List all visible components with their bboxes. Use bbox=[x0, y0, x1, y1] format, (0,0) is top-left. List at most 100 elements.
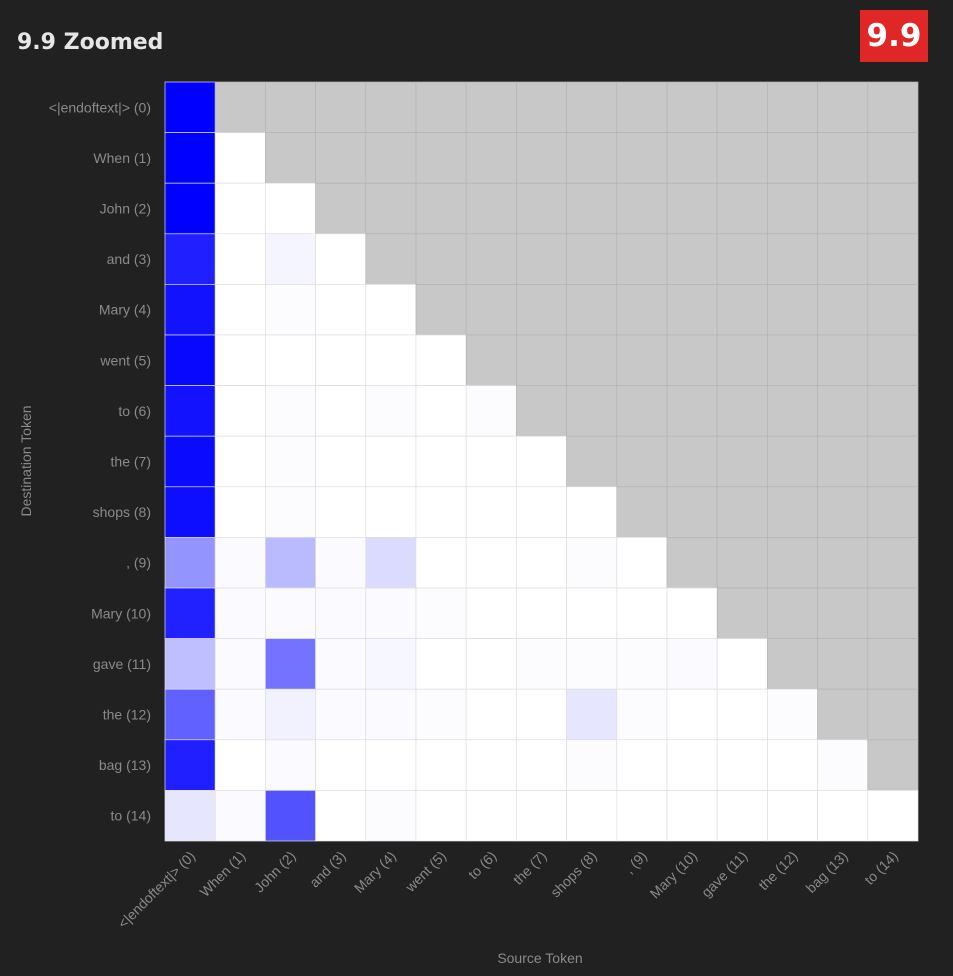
heatmap-cell bbox=[465, 587, 517, 639]
heatmap-cell bbox=[616, 486, 668, 538]
heatmap-cell bbox=[465, 81, 517, 133]
heatmap-cell bbox=[214, 688, 266, 741]
y-tick-label: gave (11) bbox=[93, 656, 151, 672]
heatmap-cell bbox=[365, 284, 417, 336]
heatmap-cell bbox=[164, 385, 216, 437]
heatmap-cell bbox=[365, 385, 417, 437]
heatmap-cell bbox=[666, 284, 718, 336]
heatmap-cell bbox=[415, 587, 467, 639]
heatmap-cell bbox=[164, 435, 216, 488]
heatmap-cell bbox=[516, 587, 567, 639]
heatmap-cell bbox=[516, 435, 567, 488]
heatmap-cell bbox=[365, 334, 417, 386]
heatmap-cell bbox=[867, 537, 919, 589]
heatmap-cell bbox=[516, 182, 567, 235]
heatmap-cell bbox=[666, 688, 718, 741]
heatmap-cell bbox=[666, 81, 718, 133]
heatmap-cell bbox=[415, 334, 467, 386]
x-tick-label: gave (11) bbox=[698, 848, 750, 900]
heatmap-cell bbox=[867, 587, 919, 639]
heatmap-cell bbox=[666, 739, 718, 791]
heatmap-cell bbox=[265, 486, 316, 538]
heatmap-cell bbox=[616, 81, 668, 133]
heatmap-cell bbox=[164, 739, 216, 791]
heatmap-cell bbox=[365, 182, 417, 235]
heatmap-cell bbox=[516, 233, 567, 285]
heatmap-cell bbox=[767, 435, 818, 488]
heatmap-cell bbox=[767, 790, 818, 842]
heatmap-cell bbox=[214, 334, 266, 386]
heatmap-cell bbox=[817, 486, 869, 538]
heatmap-cell bbox=[616, 638, 668, 690]
heatmap-cell bbox=[516, 81, 567, 133]
heatmap-cell bbox=[566, 334, 618, 386]
heatmap-cell bbox=[465, 739, 517, 791]
heatmap-cell bbox=[867, 790, 919, 842]
heatmap-cell bbox=[616, 790, 668, 842]
heatmap-cell bbox=[214, 132, 266, 184]
heatmap-cell bbox=[315, 486, 367, 538]
heatmap-cell bbox=[365, 688, 417, 741]
heatmap-cell bbox=[516, 486, 567, 538]
heatmap-cell bbox=[214, 81, 266, 133]
heatmap-cell bbox=[666, 435, 718, 488]
heatmap-cell bbox=[767, 132, 818, 184]
heatmap-cell bbox=[767, 688, 818, 741]
heatmap-cell bbox=[566, 638, 618, 690]
heatmap-cell bbox=[365, 233, 417, 285]
heatmap-cell bbox=[315, 81, 367, 133]
heatmap-cell bbox=[616, 688, 668, 741]
y-tick-label: Mary (10) bbox=[91, 605, 151, 621]
heatmap-cell bbox=[315, 182, 367, 235]
y-axis-label: Destination Token bbox=[18, 405, 34, 516]
heatmap-cell bbox=[666, 638, 718, 690]
heatmap-cell bbox=[566, 537, 618, 589]
heatmap-cell bbox=[214, 435, 266, 488]
heatmap-cell bbox=[666, 486, 718, 538]
x-tick-label: Mary (4) bbox=[351, 848, 399, 896]
heatmap-cell bbox=[315, 587, 367, 639]
heatmap-cell bbox=[164, 182, 216, 235]
heatmap-cell bbox=[415, 435, 467, 488]
heatmap-cell bbox=[666, 182, 718, 235]
heatmap-cell bbox=[716, 688, 768, 741]
heatmap-cell bbox=[516, 688, 567, 741]
heatmap-cell bbox=[365, 638, 417, 690]
heatmap-cell bbox=[867, 435, 919, 488]
heatmap-cell bbox=[716, 233, 768, 285]
heatmap-cell bbox=[767, 182, 818, 235]
heatmap-cell bbox=[214, 638, 266, 690]
heatmap-cell bbox=[315, 790, 367, 842]
heatmap-cell bbox=[265, 182, 316, 235]
heatmap-cell bbox=[214, 233, 266, 285]
heatmap-cell bbox=[767, 284, 818, 336]
heatmap-cell bbox=[516, 284, 567, 336]
heatmap-cell bbox=[867, 81, 919, 133]
heatmap-cell bbox=[415, 132, 467, 184]
heatmap-cell bbox=[415, 284, 467, 336]
heatmap-cell bbox=[465, 537, 517, 589]
heatmap-cell bbox=[767, 587, 818, 639]
x-tick-label: and (3) bbox=[306, 848, 349, 891]
heatmap-cell bbox=[616, 435, 668, 488]
heatmap-cell bbox=[716, 638, 768, 690]
heatmap-cell bbox=[315, 233, 367, 285]
heatmap-cell bbox=[666, 132, 718, 184]
heatmap-cell bbox=[666, 537, 718, 589]
y-tick-label: to (14) bbox=[111, 808, 151, 824]
x-tick-label: bag (13) bbox=[803, 848, 851, 896]
heatmap-cell bbox=[315, 638, 367, 690]
heatmap-cell bbox=[566, 233, 618, 285]
heatmap-cell bbox=[817, 132, 869, 184]
heatmap-cell bbox=[265, 334, 316, 386]
heatmap-cell bbox=[315, 435, 367, 488]
heatmap-cell bbox=[465, 233, 517, 285]
heatmap-cell bbox=[616, 233, 668, 285]
heatmap-cell bbox=[365, 587, 417, 639]
heatmap-cell bbox=[516, 790, 567, 842]
heatmap-cell bbox=[365, 435, 417, 488]
heatmap-cell bbox=[716, 790, 768, 842]
heatmap-cell bbox=[716, 486, 768, 538]
heatmap-cell bbox=[616, 385, 668, 437]
